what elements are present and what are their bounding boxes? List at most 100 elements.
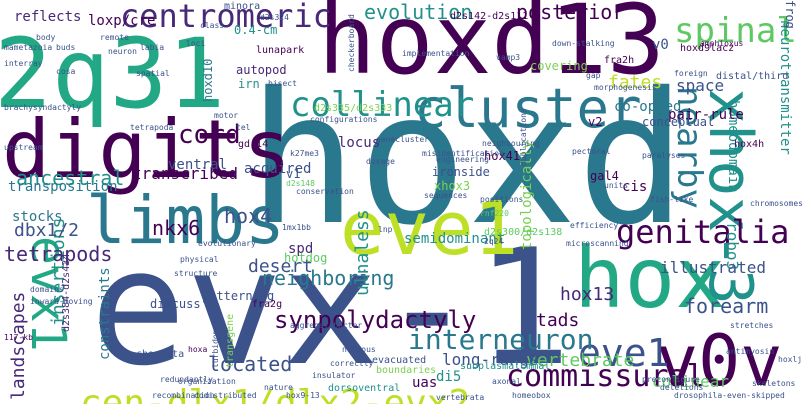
word-hoxd10: hoxd10 [201, 58, 215, 102]
word-hoxa: hoxa [188, 345, 208, 354]
word-foreign: foreign [674, 69, 708, 78]
word-uas: uas [412, 375, 438, 391]
word-hotdog: hotdog [284, 251, 328, 265]
word-long-range: long-range [442, 350, 539, 369]
word-ulnaless: ulnaless [352, 209, 373, 296]
word-hox4h: hox4h [734, 139, 765, 150]
word-cosa: cosa [56, 67, 76, 76]
word-interneuron: interneuron [408, 323, 594, 356]
word-digits: digits [2, 103, 291, 196]
word-vertebrate: vertebrate [526, 350, 635, 371]
word-loxp-cre: loxp/cre [88, 13, 156, 29]
word-centromeric: centromeric [120, 0, 332, 35]
word-collinear: collinear [290, 85, 475, 125]
word-misidentification: misidentification [422, 149, 504, 158]
word-duplications: duplications [519, 108, 528, 166]
word-boundaries: boundaries [376, 365, 437, 376]
word-motor: motor [214, 111, 239, 120]
word-colinear: colinear [652, 372, 730, 391]
word-configurations: configurations [310, 115, 378, 124]
word-landscapes: landscapes [8, 291, 29, 400]
word-units: units [604, 181, 629, 190]
word-vertebrata: vertebrata [436, 393, 485, 402]
word-lunapark: lunapark [256, 45, 305, 56]
word-transcribed: transcribed [132, 164, 238, 183]
word-spatial: spatial [136, 69, 170, 78]
word-chordata: chordata [136, 349, 185, 360]
word-down-stalking: down-stalking [552, 39, 615, 48]
word-locus: locus [338, 135, 381, 151]
word-commissural: commissural [506, 359, 705, 394]
word-cord: cord [178, 120, 241, 150]
word-xhox3: xhox3 [434, 179, 471, 193]
word-sequences: sequences [424, 191, 468, 200]
word-genecluster: genecluster [376, 135, 429, 144]
word-neurotransmitter: neurotransmitter [777, 20, 793, 155]
word-1mx1bb: 1mx1bb [282, 223, 311, 232]
word-recombination: recombination [152, 391, 215, 400]
word-transgene: transgene [225, 313, 236, 368]
word-hoxlj: hoxlj [778, 355, 803, 364]
word-tetrapods: tetrapods [4, 242, 113, 266]
word-synpolydactyly: synpolydactyly [274, 306, 477, 334]
word-efficiency: efficiency [570, 221, 619, 230]
word-located: located [208, 352, 293, 376]
word-eve1-large: eve1 [340, 186, 519, 272]
word-evacuated: evacuated [372, 355, 427, 366]
word-microscanning: microscanning [566, 239, 629, 248]
word-cen-dlx1-dlx2-evx2: cen-dlx1/dlx2-evx2 [80, 383, 471, 404]
word-tel: tel [236, 123, 251, 132]
word-d2s300-d2s138: d2s300/d2s138 [484, 227, 563, 238]
word-morphogenesis: morphogenesis [594, 83, 657, 92]
word-fra2g: fra2g [252, 299, 283, 310]
word-dbx1-2: dbx1/2 [14, 220, 80, 241]
word-gd-14: gd-14 [238, 139, 269, 150]
word-spinal: spinal [674, 11, 797, 51]
word-structure: structure [174, 269, 218, 278]
word-stretches: stretches [730, 321, 774, 330]
word-gap: gap [586, 71, 601, 80]
word-constraints: constraints [97, 267, 113, 360]
word-homeobox: homeobox [512, 391, 551, 400]
word-transposition: transposition [8, 179, 118, 195]
word-desert: desert [248, 256, 314, 277]
word-organization: organization [178, 377, 236, 386]
word-buds: buds [56, 43, 76, 52]
word-hoxd13: hoxd13 [318, 0, 665, 96]
word-hox13: hox13 [560, 284, 615, 305]
word-gal4: gal4 [590, 169, 619, 183]
word-d2s324: d2s324 [260, 13, 289, 22]
word-neighboring: neighboring [262, 266, 395, 290]
word-stocks: stocks [12, 209, 63, 225]
word-mametazoia: mametazoia [4, 43, 53, 52]
word-labia: labia [140, 43, 165, 52]
word-engineering: engineering [436, 155, 489, 164]
word-ironside: ironside [432, 165, 490, 179]
word-insulator: insulator [312, 371, 356, 380]
word-hoxd: hoxd [248, 53, 687, 265]
word-amphioxus: amphioxus [700, 39, 744, 48]
word-0-4-cm: 0.4-cm [234, 23, 278, 37]
word-brachysyndactyly: brachysyndactyly [4, 103, 82, 112]
word-remote: remote [100, 33, 129, 42]
word-d2s335-d2s333: d2s335/d2s333 [314, 103, 393, 114]
word-distal-third: distal/third [716, 71, 789, 82]
word-limbs: limbs [86, 182, 285, 259]
word-forearm: forearm [684, 294, 769, 318]
word-ancestral: ancestral [16, 166, 125, 190]
word-hoxd9lacz: hoxd9lacz [680, 43, 735, 54]
word-ventral: ventral [168, 157, 228, 173]
word-illustrated: illustrated [660, 258, 766, 277]
word-d2s142-d2s111: d2s142-d2s111 [450, 11, 529, 22]
word-evolution: evolution [364, 0, 473, 24]
word-redundantly: redundantly [160, 375, 213, 384]
word-117-kb: 117-kb [4, 333, 33, 342]
word-chromosomes: chromosomes [750, 199, 803, 208]
word-conservation: conservation [296, 187, 354, 196]
word-v2: v2 [588, 115, 603, 129]
word-evolutionary: evolutionary [198, 239, 256, 248]
word-correctly: correctly [330, 359, 374, 368]
word-nervous: nervous [342, 345, 376, 354]
word-neuron: neuron [108, 47, 137, 56]
